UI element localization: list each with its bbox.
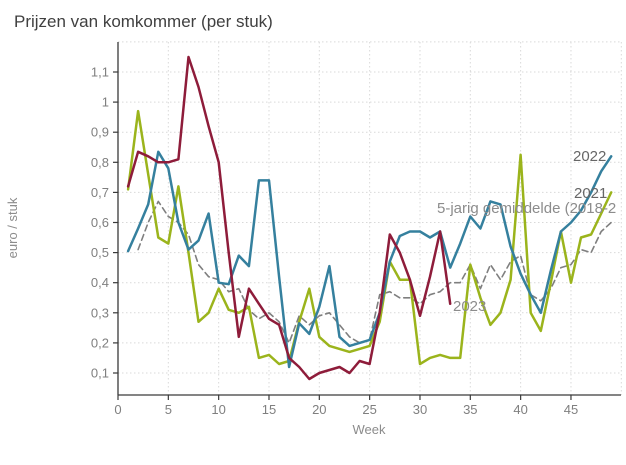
x-tick-label: 20 xyxy=(312,402,326,417)
series-line-2021 xyxy=(126,109,613,366)
axes xyxy=(113,42,621,400)
x-tick-label: 0 xyxy=(114,402,121,417)
series-label-2023: 2023 xyxy=(453,298,486,315)
y-tick-label: 0,1 xyxy=(91,366,109,381)
y-axis-label: euro / stuk xyxy=(5,197,20,258)
y-tick-label: 0,6 xyxy=(91,215,109,230)
series-line-2022 xyxy=(126,150,613,369)
x-axis-label: Week xyxy=(353,422,386,437)
x-tick-label: 10 xyxy=(211,402,225,417)
x-tick-label: 45 xyxy=(564,402,578,417)
y-tick-label: 0,2 xyxy=(91,335,109,350)
y-tick-label: 0,7 xyxy=(91,185,109,200)
x-tick-label: 15 xyxy=(262,402,276,417)
y-tick-label: 1,1 xyxy=(91,65,109,80)
y-tick-label: 0,8 xyxy=(91,155,109,170)
series-label-2022: 2022 xyxy=(573,148,606,165)
x-tick-label: 5 xyxy=(165,402,172,417)
x-tick-label: 40 xyxy=(513,402,527,417)
y-tick-label: 0,4 xyxy=(91,275,109,290)
series-label-2021: 2021 xyxy=(574,185,607,202)
y-tick-label: 0,9 xyxy=(91,125,109,140)
x-tick-label: 25 xyxy=(362,402,376,417)
chart-title: Prijzen van komkommer (per stuk) xyxy=(14,12,273,31)
series-label-5-jarig-gemiddelde--2018-2: 5-jarig gemiddelde (2018-2 xyxy=(437,200,616,217)
y-tick-label: 1 xyxy=(102,95,109,110)
series-line-2023 xyxy=(126,55,452,381)
gridlines xyxy=(117,41,622,395)
x-tick-label: 30 xyxy=(413,402,427,417)
series-lines xyxy=(126,55,613,381)
y-tick-label: 0,3 xyxy=(91,305,109,320)
tick-labels: 0,10,20,30,40,50,60,70,80,911,10 5 10 15 20 2… xyxy=(91,65,578,418)
x-tick-label: 35 xyxy=(463,402,477,417)
y-tick-label: 0,5 xyxy=(91,245,109,260)
